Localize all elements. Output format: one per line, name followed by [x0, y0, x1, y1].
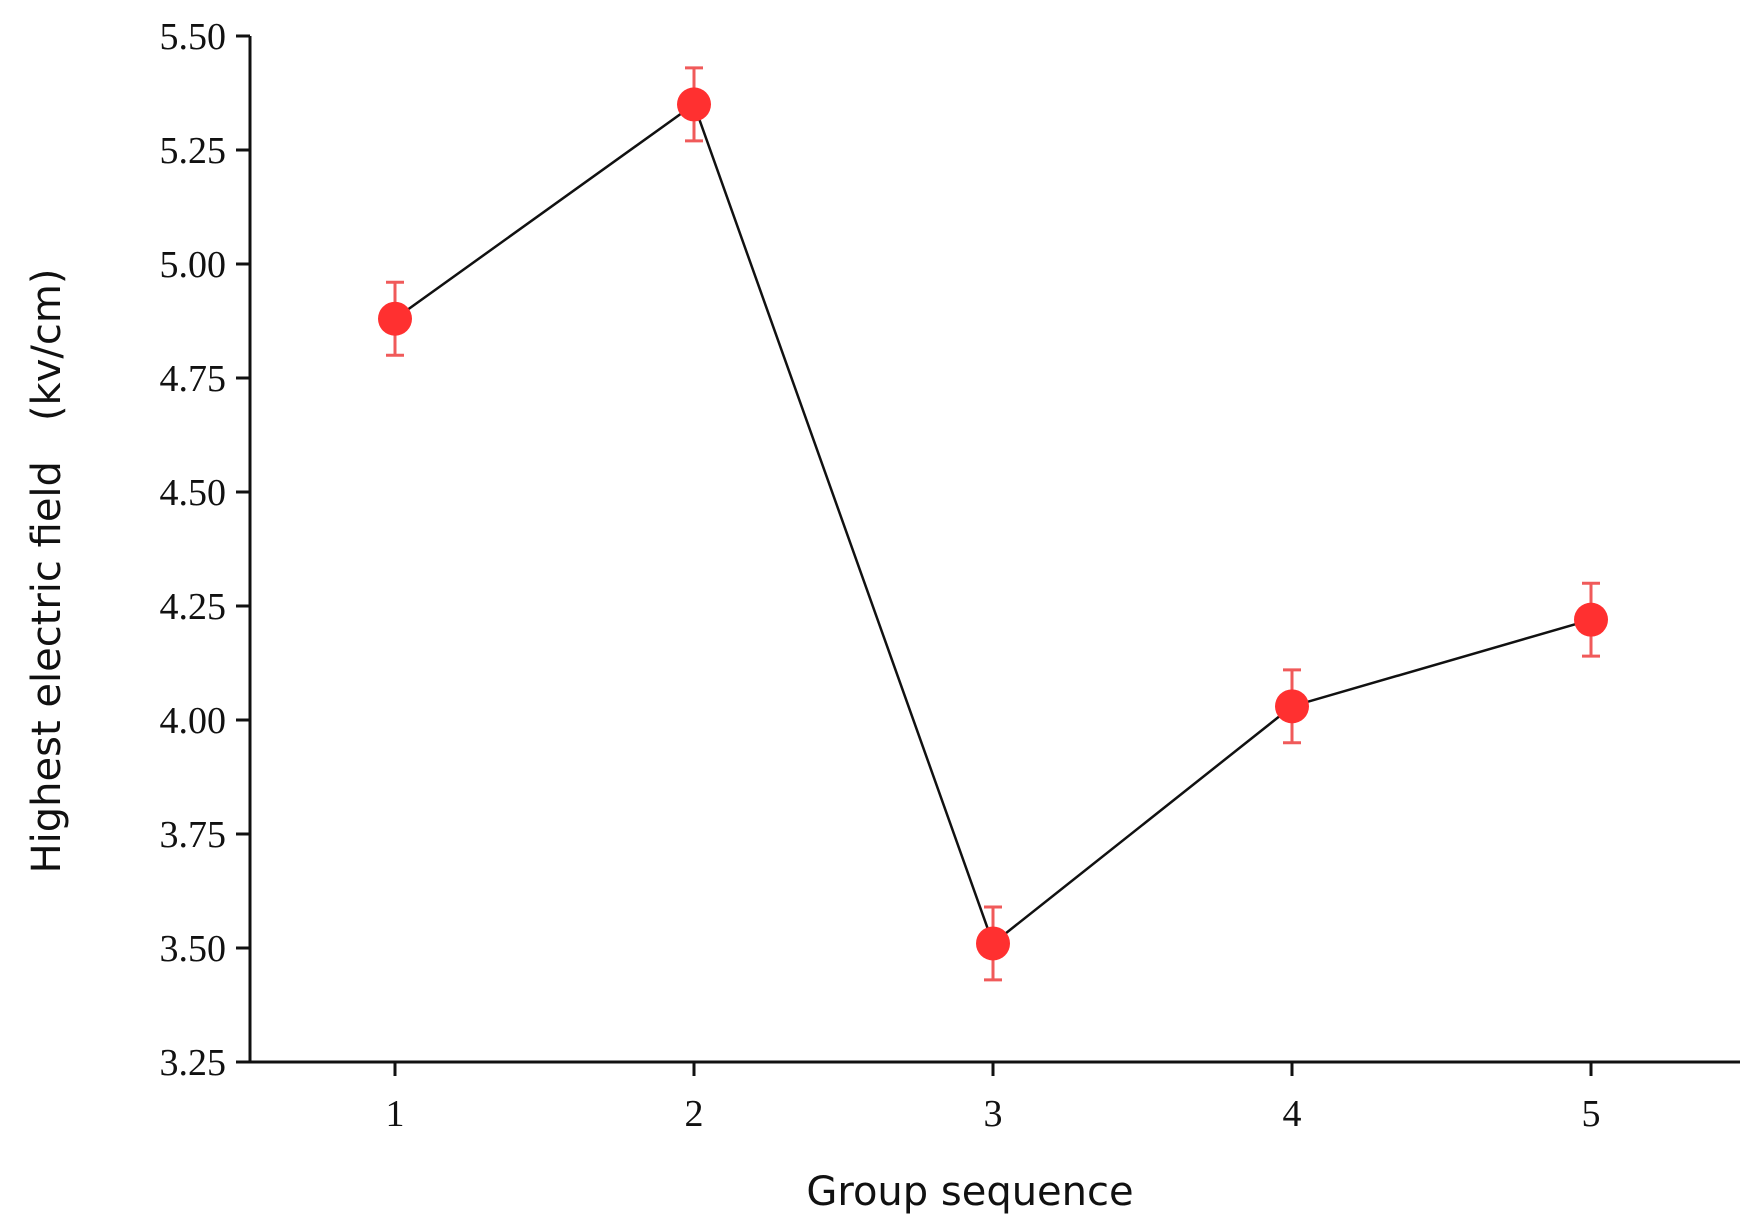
y-tick-label: 5.00 — [160, 244, 227, 286]
data-point-group — [378, 280, 412, 357]
y-tick-label: 4.75 — [160, 358, 227, 400]
data-point — [677, 87, 711, 122]
data-point-group — [1574, 581, 1608, 658]
x-tick-label: 5 — [1582, 1093, 1601, 1135]
x-ticks: 1 2 3 4 5 — [386, 1062, 1601, 1135]
data-points — [378, 66, 1608, 982]
y-ticks: 3.25 3.50 3.75 4.00 4.25 4.50 4.75 5.00 5.25 5.50 — [160, 16, 250, 1084]
y-tick-label: 3.25 — [160, 1042, 227, 1084]
series-line-group — [394, 102, 1592, 946]
y-tick-label: 3.50 — [160, 928, 227, 970]
data-point — [1574, 602, 1608, 637]
chart-axes — [248, 36, 1740, 1064]
y-tick-label: 5.25 — [160, 130, 227, 172]
y-tick-label: 4.50 — [160, 472, 227, 514]
y-tick-label: 3.75 — [160, 814, 227, 856]
y-tick-label: 5.50 — [160, 16, 227, 58]
y-tick-label: 4.00 — [160, 700, 227, 742]
x-tick-label: 2 — [685, 1093, 704, 1135]
data-point — [1275, 689, 1309, 724]
y-axis-title: Highest electric field (kv/cm) — [24, 269, 70, 874]
data-point-group — [677, 66, 711, 143]
x-tick-label: 4 — [1283, 1093, 1302, 1135]
data-point — [378, 301, 412, 336]
x-axis-title: Group sequence — [806, 1169, 1133, 1215]
x-tick-label: 3 — [984, 1093, 1003, 1135]
y-tick-label: 4.25 — [160, 586, 227, 628]
data-point-group — [1275, 668, 1309, 745]
data-point — [976, 926, 1010, 961]
series-line — [394, 102, 1592, 946]
x-tick-label: 1 — [386, 1093, 405, 1135]
data-point-group — [976, 905, 1010, 982]
